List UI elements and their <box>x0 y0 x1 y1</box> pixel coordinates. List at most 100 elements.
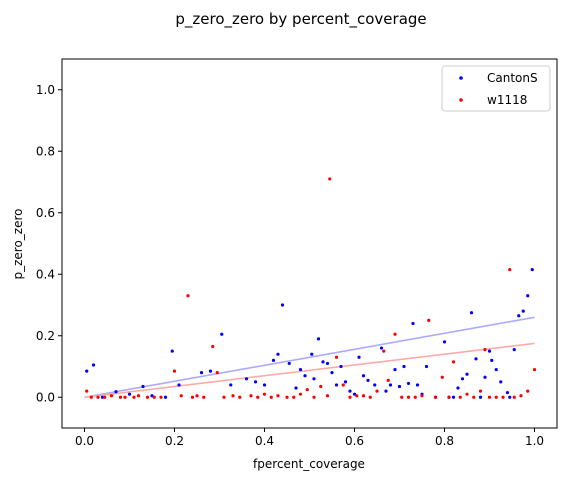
data-point <box>368 395 372 399</box>
data-point <box>215 371 219 375</box>
data-point <box>386 378 390 382</box>
data-point <box>474 357 478 361</box>
data-point <box>402 364 406 369</box>
data-point <box>478 395 483 399</box>
data-point <box>172 369 177 373</box>
data-point <box>440 375 444 379</box>
data-point <box>501 395 505 399</box>
data-point <box>269 395 273 399</box>
data-point <box>276 352 280 356</box>
data-point <box>382 349 386 353</box>
data-point <box>292 395 296 399</box>
data-point <box>123 395 127 399</box>
data-point <box>348 395 352 399</box>
legend-label-cantons: CantonS <box>487 71 538 85</box>
data-point <box>190 395 195 399</box>
legend-marker-w1118 <box>459 98 463 102</box>
data-point <box>325 394 330 398</box>
data-point <box>298 392 303 396</box>
data-point <box>451 395 456 399</box>
data-point <box>152 395 156 399</box>
data-point <box>411 321 415 326</box>
data-point <box>211 344 215 349</box>
data-point <box>100 395 105 399</box>
legend: CantonS w1118 <box>441 65 551 112</box>
data-point <box>388 383 393 387</box>
data-point <box>114 390 118 394</box>
data-point <box>512 395 516 399</box>
data-point <box>310 352 314 356</box>
data-point <box>355 394 359 398</box>
data-point <box>427 318 431 322</box>
data-point <box>271 358 276 362</box>
data-point <box>328 177 332 181</box>
series-w1118 <box>85 177 537 399</box>
data-point <box>512 347 516 352</box>
data-point <box>303 374 307 378</box>
axes-frame <box>61 58 558 429</box>
data-point <box>132 395 136 399</box>
data-point <box>186 294 190 298</box>
data-point <box>465 372 469 376</box>
data-point <box>145 395 150 399</box>
data-point <box>220 332 224 336</box>
data-point <box>352 392 357 396</box>
data-point <box>141 384 145 389</box>
data-point <box>150 394 154 398</box>
data-point <box>357 355 361 359</box>
data-point <box>447 395 451 399</box>
data-point <box>177 383 181 387</box>
data-point <box>319 384 323 389</box>
data-point <box>375 389 379 393</box>
data-point <box>519 394 523 398</box>
data-point <box>494 367 498 372</box>
data-point <box>517 314 521 318</box>
chart-title: p_zero_zero by percent_coverage <box>175 10 426 29</box>
data-point <box>451 360 456 364</box>
x-tick-label: 0.4 <box>255 434 274 448</box>
data-point <box>469 311 474 315</box>
x-axis-label: fpercent_coverage <box>253 457 365 471</box>
data-point <box>91 363 96 367</box>
data-point <box>532 367 537 372</box>
data-point <box>312 395 316 399</box>
data-point <box>199 371 204 375</box>
legend-box <box>441 65 551 112</box>
data-point <box>231 394 235 398</box>
data-point <box>334 383 339 387</box>
data-point <box>321 360 325 364</box>
data-point <box>478 389 483 393</box>
data-point <box>508 395 512 399</box>
plot-area: 0.0 0.2 0.4 0.6 0.8 1.0 0.0 0.2 0.4 0.6 0.8 1.0 <box>36 58 558 448</box>
data-point <box>343 380 348 384</box>
data-point <box>384 389 388 393</box>
data-point <box>127 392 132 396</box>
data-point <box>136 394 141 398</box>
data-point <box>442 340 447 344</box>
data-point <box>244 377 249 381</box>
x-tick-label: 0.8 <box>435 434 454 448</box>
data-point <box>521 309 525 313</box>
data-point <box>494 395 498 399</box>
data-point <box>325 361 330 366</box>
data-point <box>499 380 503 384</box>
data-point <box>483 375 487 379</box>
x-tick-label: 1.0 <box>525 434 544 448</box>
trend-line-w1118 <box>84 342 535 399</box>
data-point <box>249 394 253 398</box>
data-point <box>361 394 366 398</box>
data-point <box>526 294 530 298</box>
data-point <box>262 383 267 387</box>
data-point <box>305 387 309 392</box>
data-point <box>530 268 534 272</box>
data-point <box>312 377 316 381</box>
data-point <box>256 395 260 399</box>
data-point <box>348 389 352 393</box>
data-point <box>406 381 411 386</box>
data-point <box>276 394 280 398</box>
data-point <box>487 349 492 353</box>
data-point <box>393 332 397 336</box>
data-point <box>508 268 512 272</box>
data-point <box>103 395 107 399</box>
data-point <box>229 383 233 387</box>
